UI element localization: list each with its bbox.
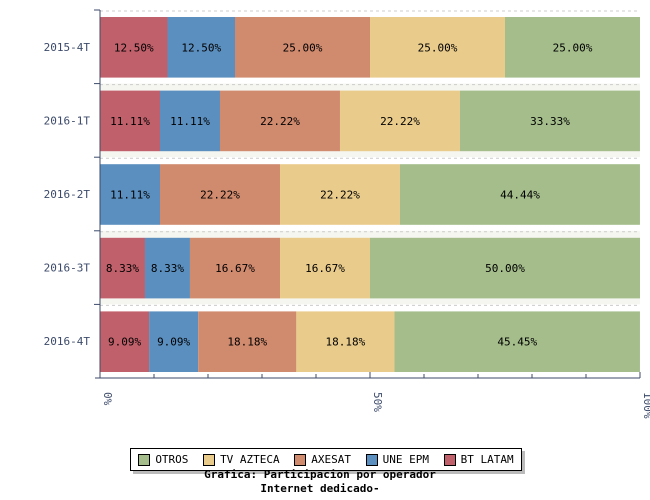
data-label: 50.00% bbox=[485, 262, 525, 275]
category-label: 2016-4T bbox=[44, 335, 91, 348]
title-line: Grafica: Participacion por operador bbox=[204, 468, 436, 481]
data-label: 16.67% bbox=[305, 262, 345, 275]
data-label: 22.22% bbox=[320, 189, 360, 202]
legend-item: OTROS bbox=[138, 453, 188, 466]
bar-bt-latam bbox=[100, 17, 168, 78]
bar-tv-azteca bbox=[296, 311, 395, 372]
bar-une-epm bbox=[144, 237, 190, 299]
data-label: 11.11% bbox=[110, 115, 150, 128]
bar-otros bbox=[394, 311, 640, 372]
data-label: 8.33% bbox=[106, 262, 139, 275]
legend-label: OTROS bbox=[155, 453, 189, 466]
bar-tv-azteca bbox=[370, 17, 505, 78]
bar-une-epm bbox=[159, 90, 220, 152]
data-label: 9.09% bbox=[157, 336, 190, 349]
bar-tv-azteca bbox=[339, 90, 460, 152]
data-label: 16.67% bbox=[215, 262, 255, 275]
legend-swatch bbox=[138, 453, 151, 466]
data-label: 22.22% bbox=[260, 115, 300, 128]
legend-label: AXESAT bbox=[311, 453, 352, 466]
x-tick-label: 50% bbox=[371, 392, 384, 412]
bar-axesat bbox=[198, 311, 297, 372]
data-label: 12.50% bbox=[181, 41, 221, 54]
data-label: 22.22% bbox=[200, 189, 240, 202]
legend-item: AXESAT bbox=[294, 453, 351, 466]
data-label: 25.00% bbox=[418, 41, 458, 54]
data-label: 9.09% bbox=[108, 336, 141, 349]
data-label: 45.45% bbox=[497, 336, 537, 349]
bar-bt-latam bbox=[100, 90, 160, 152]
legend-label: BT LATAM bbox=[460, 453, 514, 466]
bar-une-epm bbox=[100, 164, 160, 225]
bar-une-epm bbox=[167, 17, 235, 78]
legend-swatch bbox=[443, 453, 456, 466]
category-label: 2016-2T bbox=[44, 188, 91, 201]
data-label: 25.00% bbox=[553, 41, 593, 54]
legend-label: TV AZTECA bbox=[220, 453, 280, 466]
legend-item: BT LATAM bbox=[443, 453, 514, 466]
category-label: 2016-3T bbox=[44, 262, 91, 275]
legend: OTROS TV AZTECA AXESAT UNE EPM BT LATAM bbox=[130, 448, 522, 471]
data-label: 18.18% bbox=[326, 336, 366, 349]
legend-swatch bbox=[294, 453, 307, 466]
bar-otros bbox=[370, 237, 640, 299]
data-label: 8.33% bbox=[151, 262, 184, 275]
legend-item: TV AZTECA bbox=[203, 453, 280, 466]
data-label: 22.22% bbox=[380, 115, 420, 128]
bar-bt-latam bbox=[100, 311, 150, 372]
x-tick-label: 100% bbox=[641, 392, 650, 419]
bar-tv-azteca bbox=[279, 237, 370, 299]
bar-axesat bbox=[189, 237, 280, 299]
bar-bt-latam bbox=[100, 237, 145, 299]
bar-axesat bbox=[235, 17, 370, 78]
category-label: 2016-1T bbox=[44, 114, 91, 127]
legend-item: UNE EPM bbox=[365, 453, 430, 466]
data-label: 12.50% bbox=[114, 41, 154, 54]
data-label: 25.00% bbox=[283, 41, 323, 54]
stacked-bar-chart: 2015-4T 12.50% 12.50% 25.00% 25.00% 25.00% 201… bbox=[44, 9, 650, 419]
legend-label: UNE EPM bbox=[382, 453, 430, 466]
category-label: 2015-4T bbox=[44, 41, 91, 54]
data-label: 11.11% bbox=[110, 189, 150, 202]
data-label: 44.44% bbox=[500, 189, 540, 202]
bar-otros bbox=[505, 17, 640, 78]
bar-axesat bbox=[159, 164, 280, 225]
data-label: 18.18% bbox=[227, 336, 267, 349]
bar-tv-azteca bbox=[279, 164, 400, 225]
data-label: 11.11% bbox=[170, 115, 210, 128]
bar-otros bbox=[399, 164, 640, 225]
data-label: 33.33% bbox=[530, 115, 570, 128]
chart-title: Grafica: Participacion por operador Inte… bbox=[0, 468, 640, 496]
legend-swatch bbox=[365, 453, 378, 466]
bar-otros bbox=[459, 90, 640, 152]
bar-axesat bbox=[219, 90, 340, 152]
x-tick-label: 0% bbox=[101, 392, 114, 406]
legend-swatch bbox=[203, 453, 216, 466]
bar-une-epm bbox=[149, 311, 199, 372]
subtitle-line: Internet dedicado- bbox=[260, 482, 380, 495]
